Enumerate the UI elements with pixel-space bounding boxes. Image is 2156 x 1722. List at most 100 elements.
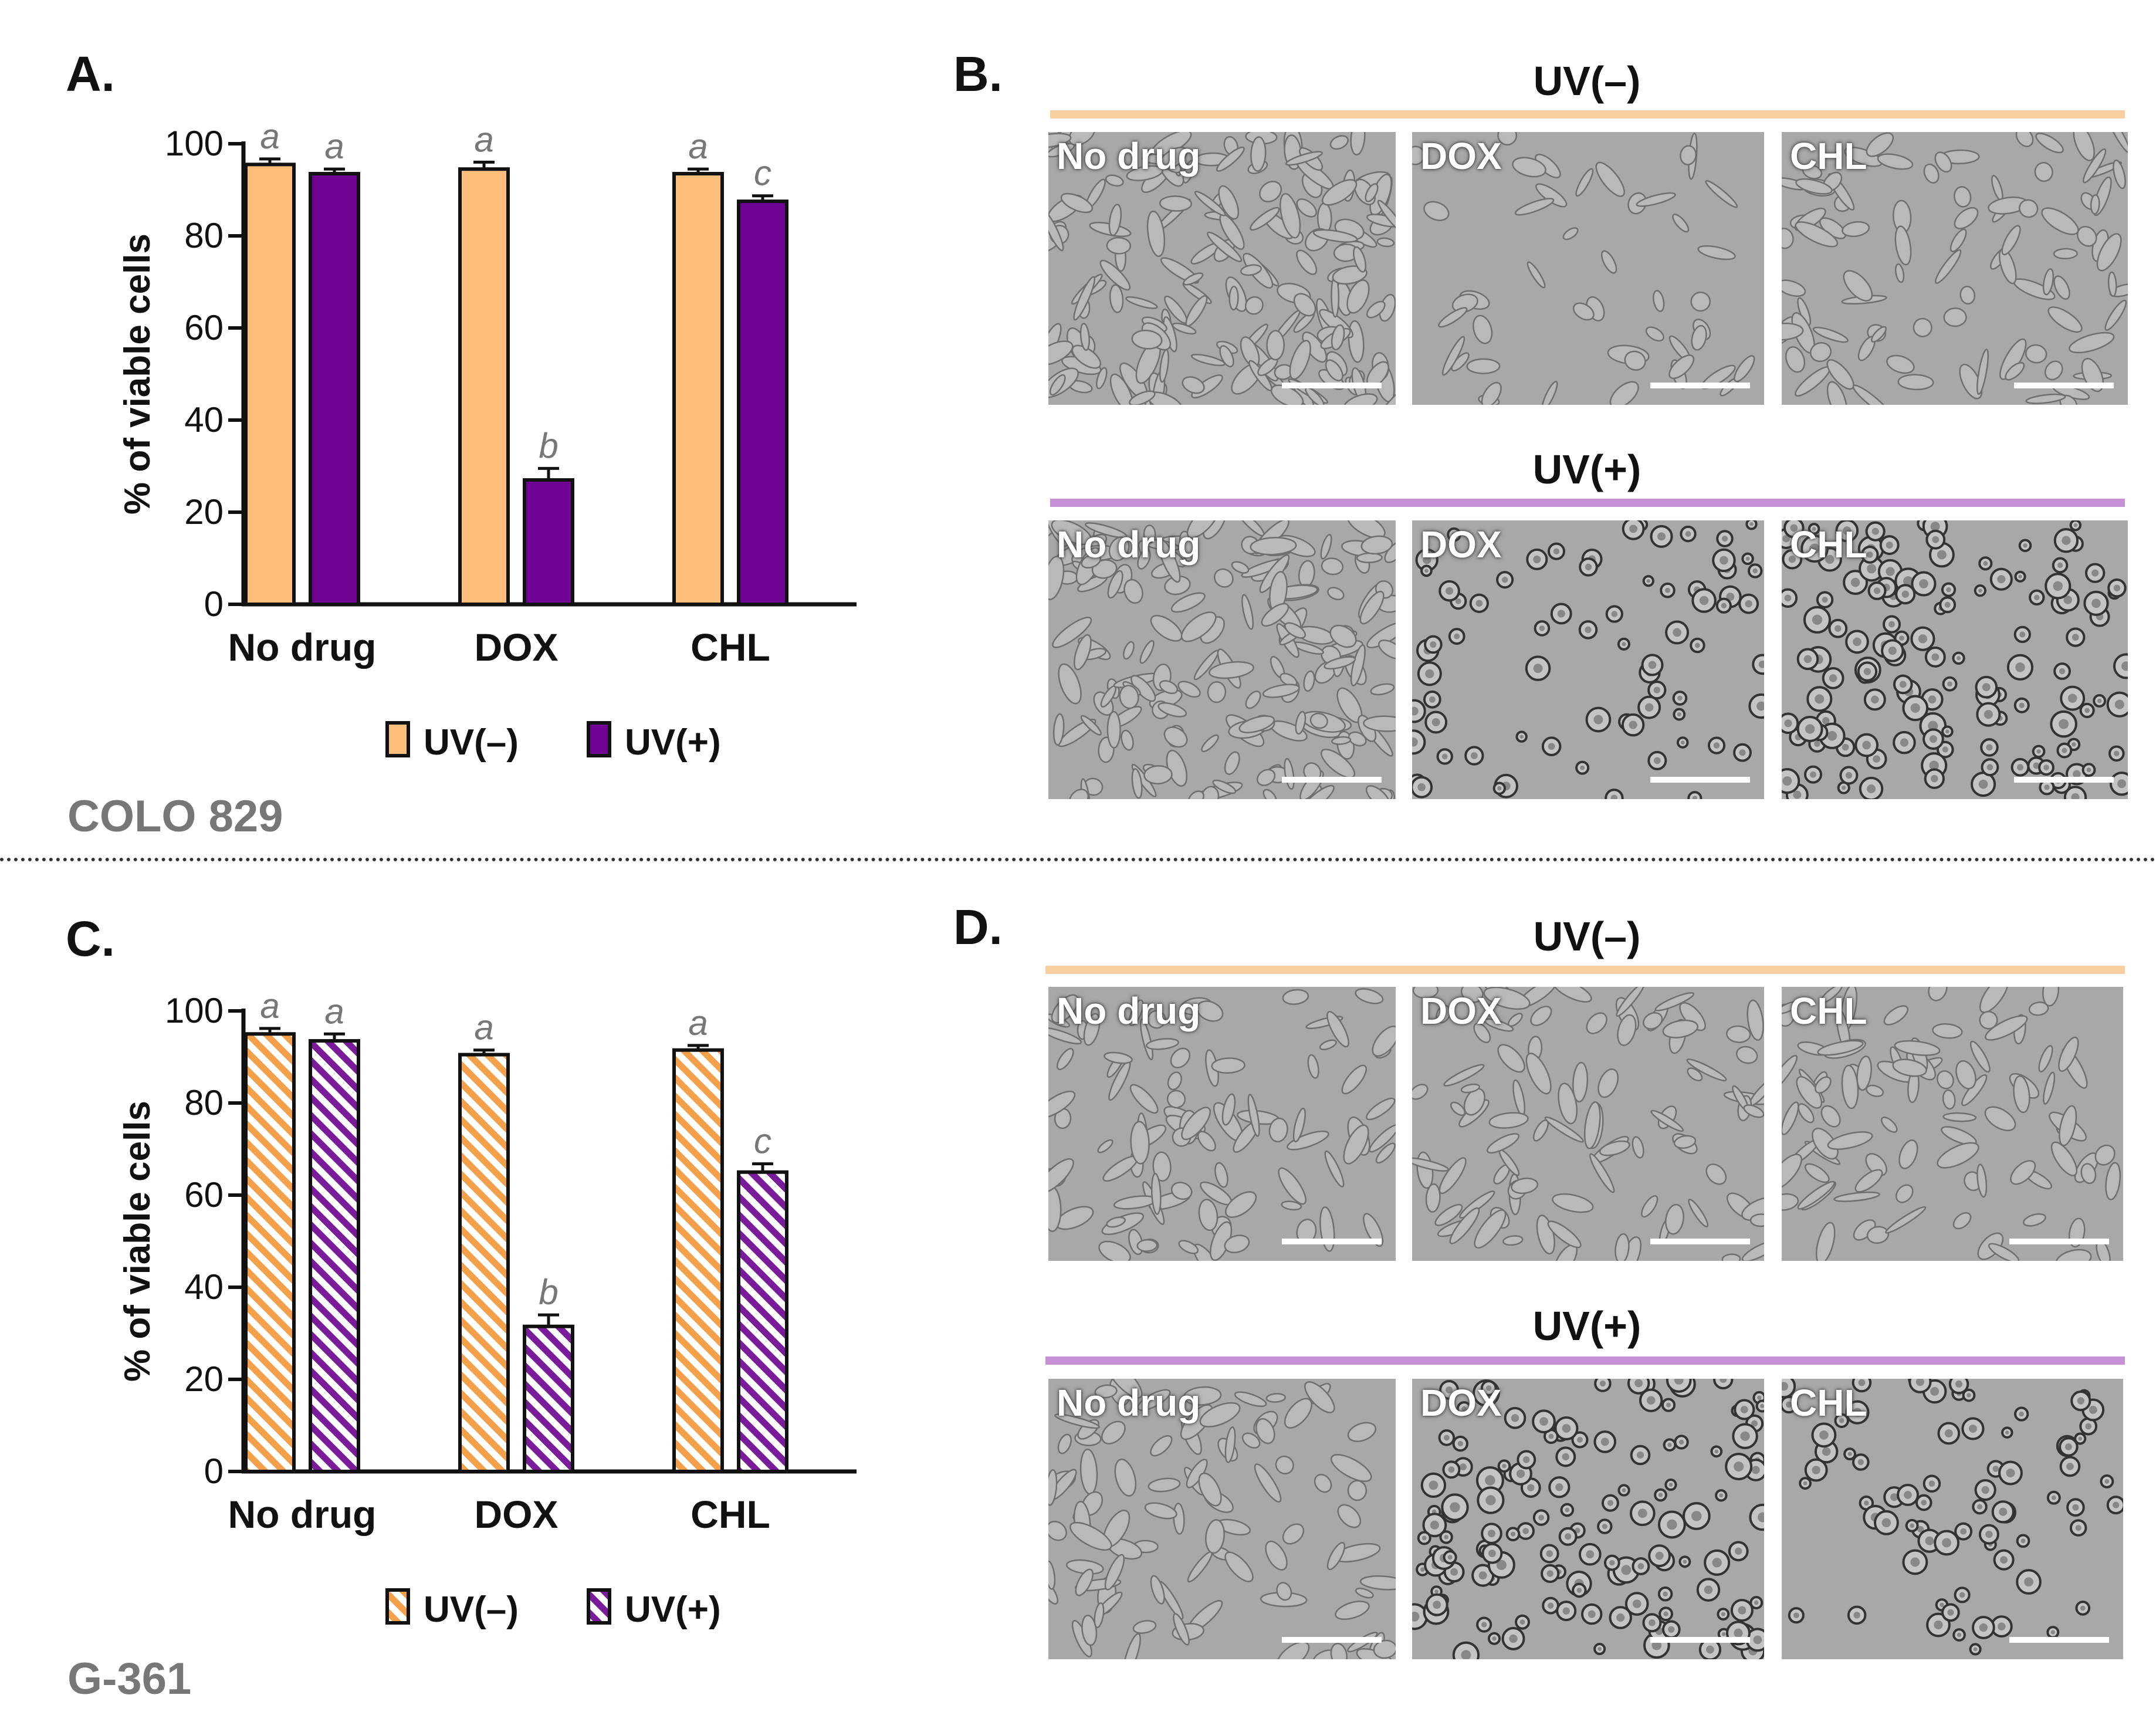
micrograph-d-uvminus-dox: DOX bbox=[1412, 987, 1764, 1261]
scale-bar bbox=[2009, 1239, 2109, 1244]
legend-label: UV(–) bbox=[424, 722, 519, 763]
scale-bar bbox=[1282, 1637, 1382, 1643]
micrograph-image bbox=[1412, 520, 1764, 799]
micrograph-image bbox=[1782, 132, 2128, 405]
legend-label: UV(+) bbox=[625, 1589, 721, 1630]
micrograph-panel-b: UV(–) No drug DOX CHL UV(+) No drug DOX … bbox=[0, 0, 2156, 857]
bar bbox=[244, 1032, 296, 1473]
y-tick-label: 100 bbox=[165, 991, 224, 1030]
y-tick-label: 60 bbox=[184, 1175, 224, 1214]
bar bbox=[458, 167, 510, 607]
significance-letter: a bbox=[260, 117, 279, 156]
y-tick-label: 0 bbox=[204, 1452, 224, 1491]
micrograph-d-uvplus-nodrug: No drug bbox=[1048, 1379, 1396, 1659]
micrograph-label: No drug bbox=[1057, 523, 1201, 566]
bar bbox=[523, 1324, 574, 1473]
section-divider bbox=[0, 858, 2156, 861]
micrograph-label: No drug bbox=[1057, 1382, 1201, 1424]
legend-swatch bbox=[587, 1588, 611, 1625]
micrograph-image bbox=[1048, 132, 1396, 405]
micrograph-image bbox=[1782, 520, 2128, 799]
y-axis-label: % of viable cells bbox=[117, 1101, 158, 1382]
micrograph-label: No drug bbox=[1057, 135, 1201, 177]
y-tick-label: 40 bbox=[184, 1267, 224, 1307]
micrograph-image bbox=[1412, 132, 1764, 405]
significance-letter: a bbox=[688, 1003, 708, 1043]
uv-plus-header: UV(+) bbox=[1532, 446, 1641, 492]
micrograph-label: CHL bbox=[1790, 135, 1867, 177]
scale-bar bbox=[1282, 777, 1382, 783]
legend-label: UV(+) bbox=[625, 722, 721, 763]
scale-bar bbox=[2014, 777, 2114, 783]
scale-bar bbox=[1650, 383, 1750, 388]
uv-minus-header: UV(–) bbox=[1533, 914, 1641, 959]
micrograph-label: CHL bbox=[1790, 1382, 1867, 1424]
uv-minus-line bbox=[1050, 110, 2125, 119]
significance-letter: a bbox=[688, 127, 708, 166]
significance-letter: c bbox=[754, 154, 771, 193]
legend-swatch bbox=[385, 1588, 410, 1625]
scale-bar bbox=[1650, 1637, 1750, 1643]
legend-swatch bbox=[385, 721, 410, 757]
scale-bar bbox=[1650, 1239, 1750, 1244]
panel-letter-d: D. bbox=[953, 899, 1003, 955]
cell-line-label-colo829: COLO 829 bbox=[67, 791, 283, 841]
micrograph-b-uvminus-chl: CHL bbox=[1782, 132, 2128, 405]
chart-panel-a: 0 20 40 60 80 100 % of viable cells a a No drug a b… bbox=[117, 117, 857, 763]
bar bbox=[309, 172, 360, 606]
category-label: No drug bbox=[228, 1493, 377, 1536]
micrograph-label: DOX bbox=[1420, 990, 1502, 1032]
micrograph-image bbox=[1782, 1379, 2123, 1659]
micrograph-label: No drug bbox=[1057, 990, 1201, 1032]
panel-letter-a: A. bbox=[66, 46, 115, 102]
y-tick-label: 20 bbox=[184, 1359, 224, 1399]
micrograph-d-uvminus-nodrug: No drug bbox=[1048, 987, 1396, 1261]
micrograph-d-uvplus-dox: DOX bbox=[1412, 1379, 1764, 1659]
significance-letter: b bbox=[539, 1273, 558, 1312]
micrograph-b-uvminus-nodrug: No drug bbox=[1048, 132, 1396, 405]
scale-bar bbox=[1282, 383, 1382, 388]
significance-letter: a bbox=[324, 127, 344, 166]
y-axis-label: % of viable cells bbox=[117, 234, 158, 515]
bar bbox=[244, 163, 296, 606]
micrograph-label: DOX bbox=[1420, 135, 1502, 177]
significance-letter: a bbox=[324, 992, 344, 1031]
y-tick-label: 20 bbox=[184, 492, 224, 532]
category-label: CHL bbox=[691, 625, 770, 669]
micrograph-label: DOX bbox=[1420, 1382, 1502, 1424]
bar bbox=[458, 1053, 510, 1473]
micrograph-b-uvplus-nodrug: No drug bbox=[1048, 520, 1396, 799]
y-tick-label: 80 bbox=[184, 216, 224, 255]
scale-bar bbox=[1282, 1239, 1382, 1244]
micrograph-label: CHL bbox=[1790, 990, 1867, 1032]
panel-letter-b: B. bbox=[953, 46, 1003, 102]
significance-letter: a bbox=[474, 1008, 493, 1047]
y-tick-label: 40 bbox=[184, 400, 224, 439]
uv-plus-line bbox=[1045, 1356, 2125, 1365]
bar bbox=[737, 1170, 788, 1473]
significance-letter: c bbox=[754, 1122, 771, 1161]
category-label: DOX bbox=[474, 1493, 558, 1536]
significance-letter: a bbox=[474, 120, 493, 159]
bar bbox=[523, 478, 574, 606]
chart-panel-c: 0 20 40 60 80 100 % of viable cells a a No drug a b… bbox=[117, 986, 857, 1630]
panel-letter-c: C. bbox=[66, 911, 115, 966]
uv-plus-line bbox=[1050, 499, 2125, 507]
scale-bar bbox=[2014, 383, 2114, 388]
y-tick-label: 100 bbox=[165, 124, 224, 163]
y-tick-label: 60 bbox=[184, 308, 224, 347]
legend-label: UV(–) bbox=[424, 1589, 519, 1630]
micrograph-label: CHL bbox=[1790, 523, 1867, 566]
uv-minus-header: UV(–) bbox=[1533, 58, 1641, 104]
significance-letter: a bbox=[260, 986, 279, 1026]
bar bbox=[672, 1048, 724, 1474]
micrograph-d-uvminus-chl: CHL bbox=[1782, 987, 2123, 1261]
legend-swatch bbox=[587, 721, 611, 757]
micrograph-image bbox=[1782, 987, 2123, 1261]
micrograph-b-uvplus-chl: CHL bbox=[1782, 520, 2128, 799]
micrograph-b-uvplus-dox: DOX bbox=[1412, 520, 1764, 799]
micrograph-d-uvplus-chl: CHL bbox=[1782, 1379, 2123, 1659]
category-label: CHL bbox=[691, 1493, 770, 1536]
micrograph-b-uvminus-dox: DOX bbox=[1412, 132, 1764, 405]
uv-minus-line bbox=[1045, 966, 2125, 974]
